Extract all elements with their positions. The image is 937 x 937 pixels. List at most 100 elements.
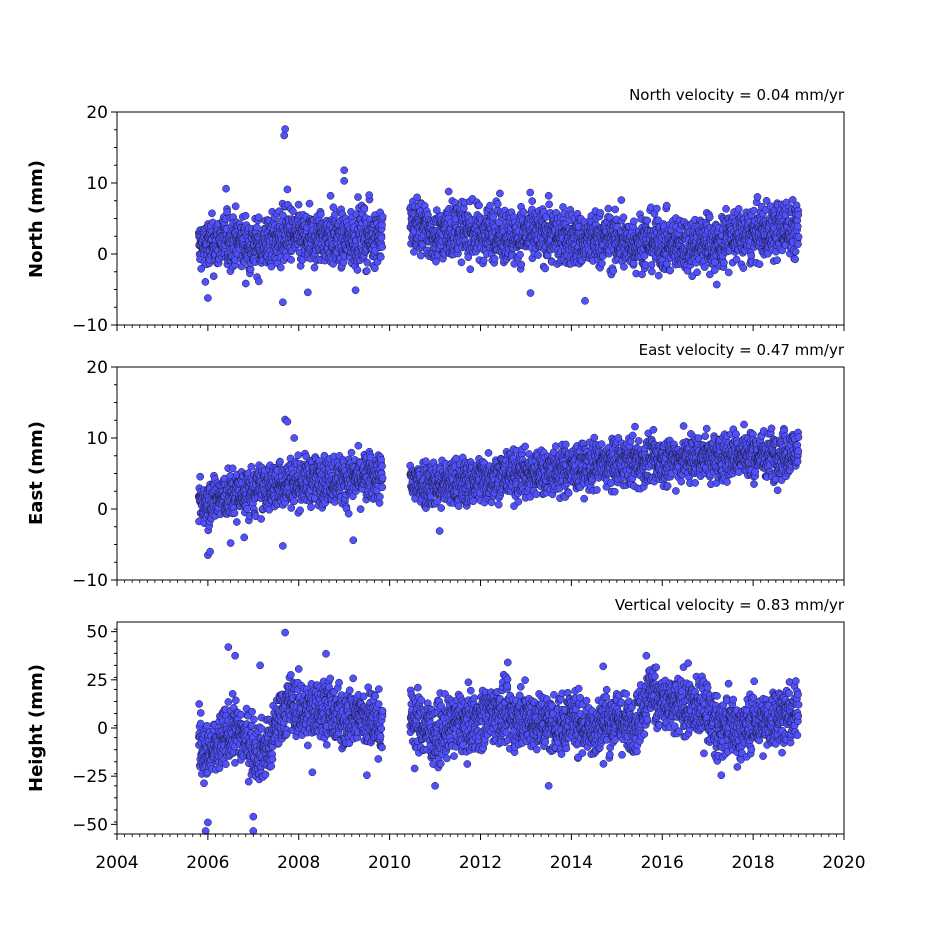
east-data-point: [356, 505, 365, 513]
east-data-point: [230, 509, 239, 518]
east-data-point: [378, 483, 387, 492]
north-outlier-point: [283, 185, 292, 194]
north-data-point: [747, 251, 756, 260]
north-data-point: [750, 206, 758, 215]
north-x-ticks: [116, 325, 845, 331]
east-data-point: [433, 497, 442, 506]
east-data-point: [487, 498, 496, 507]
east-data-point: [287, 504, 296, 512]
north-outlier-point: [617, 196, 626, 204]
north-data-point: [791, 255, 799, 264]
east-data-point: [290, 497, 298, 506]
north-data-point: [241, 279, 250, 288]
east-data-points: [194, 415, 803, 560]
east-data-point: [376, 492, 384, 501]
north-data-point: [354, 193, 362, 201]
north-data-point: [475, 201, 483, 210]
north-outlier-point: [204, 294, 212, 302]
north-outlier-point: [326, 191, 335, 200]
east-x-ticks: [116, 580, 845, 586]
north-y-axis-label: North (mm): [26, 160, 47, 278]
north-data-point: [652, 204, 661, 213]
north-data-point: [666, 266, 675, 275]
east-data-point: [514, 497, 523, 506]
north-data-point: [241, 211, 250, 220]
east-panel-title: East velocity = 0.47 mm/yr: [639, 341, 845, 359]
north-data-point: [378, 212, 387, 221]
north-outlier-point: [544, 191, 553, 200]
north-data-point: [197, 264, 206, 273]
north-outlier-point: [351, 286, 360, 295]
north-data-point: [519, 208, 528, 216]
north-data-point: [528, 197, 537, 205]
north-data-point: [620, 262, 628, 271]
north-data-point: [596, 209, 605, 217]
east-data-point: [276, 457, 284, 466]
north-data-point: [416, 251, 425, 260]
north-data-point: [693, 268, 701, 277]
north-data-point: [377, 233, 386, 242]
north-data-point: [791, 247, 800, 256]
north-data-point: [654, 271, 663, 280]
north-data-point: [223, 208, 231, 216]
north-data-point: [545, 200, 553, 209]
north-outlier-point: [278, 298, 287, 307]
north-outlier-point: [581, 297, 589, 305]
north-outlier-point: [365, 191, 374, 199]
north-data-point: [432, 257, 440, 266]
east-data-point: [521, 442, 529, 451]
north-data-point: [310, 263, 319, 272]
north-data-point: [794, 232, 803, 241]
north-data-point: [201, 278, 210, 286]
north-data-point: [755, 260, 764, 269]
north-data-points: [194, 125, 803, 307]
north-outlier-point: [444, 187, 453, 196]
north-data-point: [316, 210, 325, 219]
north-data-point: [516, 250, 524, 259]
north-data-point: [517, 260, 526, 269]
north-panel-title: North velocity = 0.04 mm/yr: [629, 86, 845, 104]
east-data-point: [232, 518, 241, 526]
north-data-point: [526, 188, 535, 197]
north-data-point: [700, 263, 709, 271]
panel-east: East velocity = 0.47 mm/yr East (mm) −10…: [26, 341, 845, 591]
north-data-point: [705, 213, 714, 222]
east-data-point: [378, 462, 386, 471]
north-data-point: [490, 254, 499, 263]
north-data-point: [208, 209, 216, 218]
north-data-point: [254, 213, 263, 222]
east-data-point: [532, 490, 541, 499]
north-outlier-point: [222, 184, 230, 193]
panel-north: North velocity = 0.04 mm/yr North (mm) −…: [26, 86, 845, 336]
north-data-point: [794, 240, 802, 249]
east-data-point: [561, 440, 570, 449]
east-data-point: [454, 502, 463, 510]
north-outlier-point: [340, 177, 349, 185]
north-data-point: [794, 210, 803, 219]
north-data-point: [493, 200, 502, 208]
east-y-tick-label: 0: [97, 500, 108, 520]
north-data-point: [609, 266, 618, 275]
east-data-point: [494, 500, 503, 509]
north-data-point: [662, 201, 671, 210]
north-data-point: [305, 199, 314, 208]
north-data-point: [720, 258, 728, 267]
east-y-tick-label: 20: [86, 358, 108, 378]
north-data-point: [360, 205, 369, 214]
east-data-point: [294, 451, 303, 460]
north-data-point: [648, 267, 656, 276]
north-outlier-point: [712, 280, 721, 289]
north-data-point: [619, 213, 628, 222]
east-data-point: [484, 449, 493, 457]
north-data-point: [457, 258, 466, 267]
north-data-point: [479, 256, 488, 265]
north-data-point: [793, 222, 802, 231]
north-data-point: [734, 205, 743, 213]
east-data-point: [590, 433, 599, 442]
east-data-point: [344, 509, 353, 518]
north-data-point: [753, 193, 762, 201]
north-data-point: [231, 202, 240, 211]
north-data-point: [604, 204, 613, 213]
